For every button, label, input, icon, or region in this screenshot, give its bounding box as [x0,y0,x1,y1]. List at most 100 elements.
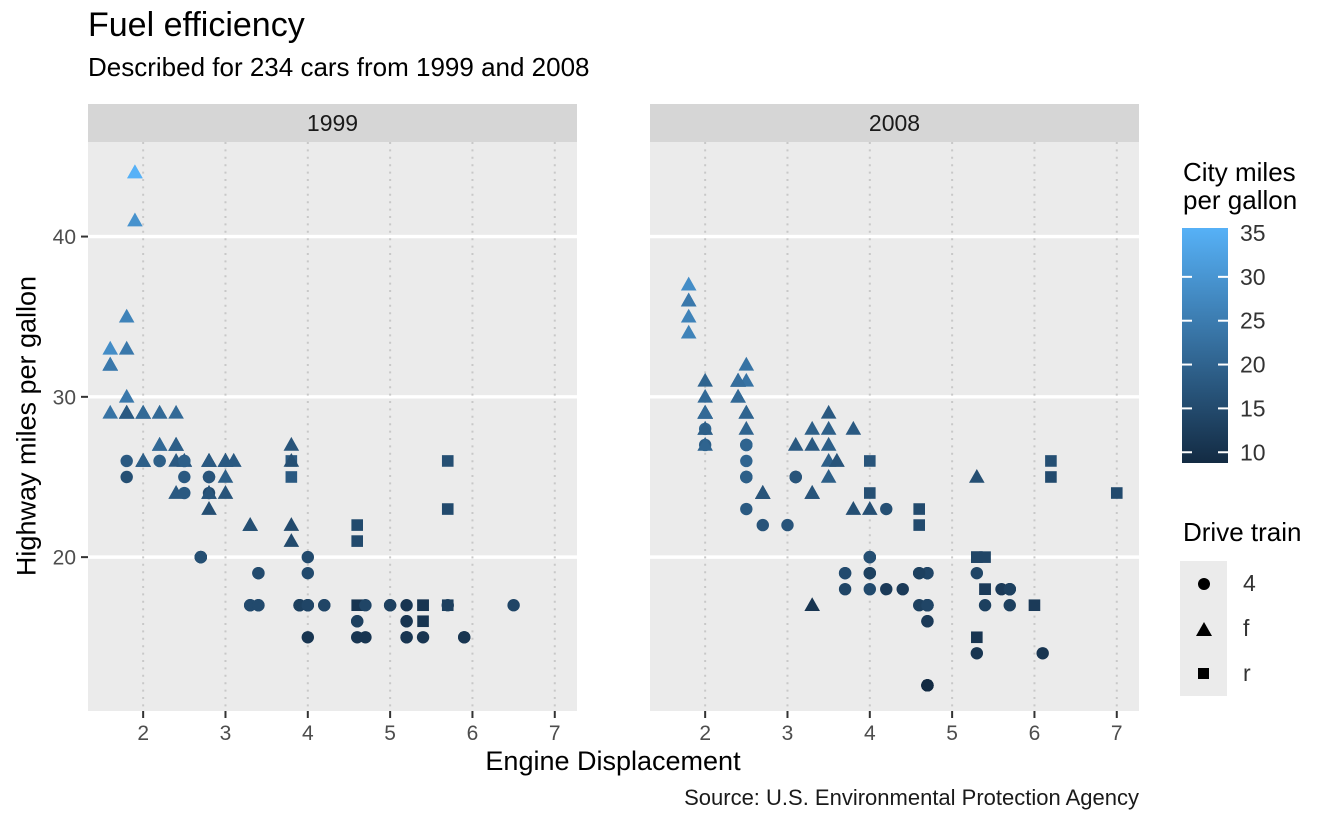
panel-background [650,142,1139,711]
x-tick-label: 4 [302,722,314,745]
data-point [202,470,216,484]
data-point [252,599,265,612]
data-point [318,599,331,612]
data-point [845,420,862,435]
facet-strip [650,104,1139,142]
data-point [359,599,372,612]
data-point [971,551,983,563]
data-point [351,519,363,531]
data-point [1036,647,1049,660]
data-point [804,485,820,499]
data-point [127,212,143,227]
data-point [740,470,753,484]
data-point [102,340,119,355]
data-point [838,566,852,580]
colorbar-tick-label: 25 [1240,308,1266,334]
panel-background [88,142,577,711]
data-point [862,501,878,515]
data-point [301,599,315,612]
data-point [804,420,820,435]
data-point [730,388,746,403]
data-point [1028,599,1041,612]
data-point [970,647,984,660]
data-point [178,454,191,468]
data-point [1003,599,1016,612]
data-point [135,452,151,467]
data-point [845,501,862,515]
x-tick-label: 3 [782,722,794,745]
data-point [201,452,217,467]
data-point [970,566,984,580]
data-point [697,388,713,403]
data-point [301,566,315,580]
data-point [168,436,184,451]
data-point [301,550,315,564]
legend-key [1180,606,1227,651]
data-point [921,679,934,692]
x-tick-label: 2 [137,722,149,745]
colorbar-tick-label: 30 [1240,264,1266,290]
data-point [838,582,852,596]
data-point [1045,455,1057,467]
data-point [383,599,397,612]
data-point [441,455,454,467]
y-axis-title: Highway miles per gallon [11,275,42,577]
data-point [913,503,925,515]
data-point [979,551,991,563]
data-point [864,455,876,467]
legend-item-drv-4: 4 [1180,561,1256,606]
x-tick-label: 6 [467,722,479,745]
data-point [252,566,265,580]
data-point [359,631,372,644]
colorbar-tick-label: 10 [1240,439,1266,465]
data-point [217,468,234,483]
data-point [979,583,991,595]
data-point [680,276,697,291]
data-point [283,436,300,451]
data-point [781,518,794,532]
facet-strip [88,104,577,142]
x-tick-label: 5 [946,722,958,745]
data-point [120,470,133,484]
colorbar-tick-label: 15 [1240,395,1266,421]
data-point [978,599,992,612]
data-point [820,436,837,451]
data-point [738,404,755,419]
data-point [896,582,909,596]
data-point [120,454,133,468]
legend-key [1180,561,1227,606]
facet-strip-label: 2008 [869,110,920,136]
data-point [1110,487,1123,499]
data-point [194,550,207,564]
legend-label: 4 [1243,570,1256,596]
data-point [740,502,753,516]
data-point [151,436,168,451]
data-point [283,533,300,547]
data-point [151,404,168,419]
colorbar [1182,228,1228,463]
x-tick-label: 7 [549,722,561,745]
data-point [921,615,934,628]
data-point [400,615,413,628]
legend-label: f [1243,615,1250,641]
data-point [201,501,217,515]
data-point [350,615,364,628]
data-point [921,599,934,612]
data-point [864,487,876,499]
facet-strip-label: 1999 [307,110,358,136]
data-point [697,404,713,419]
data-point [697,372,713,387]
x-tick-label: 3 [220,722,232,745]
legend-label: r [1243,660,1251,686]
data-point [863,550,877,564]
data-point [680,292,697,307]
data-point [417,615,429,628]
data-point [178,470,191,484]
data-point [697,436,713,451]
legend-item-drv-f: f [1180,606,1256,651]
data-point [417,599,429,612]
data-point [789,470,802,484]
data-point [787,436,804,451]
data-point [153,454,166,468]
